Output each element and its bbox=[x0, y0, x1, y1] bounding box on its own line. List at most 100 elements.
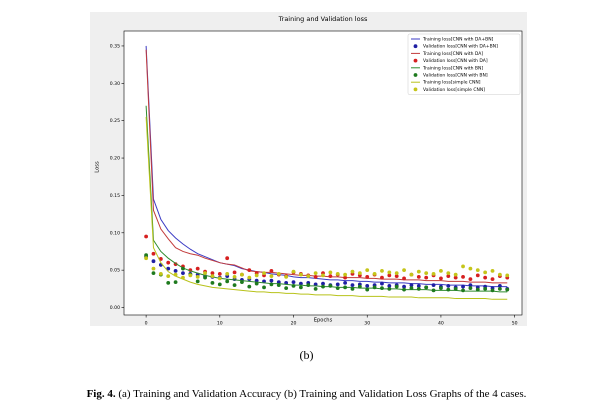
data-point-validation-loss-simple-cnn bbox=[483, 270, 488, 275]
data-point-validation-loss-cnn-with-da bbox=[424, 275, 429, 280]
subcaption: (b) bbox=[299, 348, 314, 362]
series-line-training-loss-simple-cnn bbox=[145, 116, 508, 300]
data-point-validation-loss-cnn-with-da bbox=[247, 268, 252, 273]
data-point-validation-loss-simple-cnn bbox=[505, 273, 510, 278]
data-point-validation-loss-simple-cnn bbox=[284, 274, 289, 279]
data-point-validation-loss-cnn-with-da-bn bbox=[181, 271, 185, 276]
data-point-validation-loss-cnn-with-bn bbox=[166, 280, 171, 285]
legend-label: Validation loss[CNN with BN] bbox=[423, 73, 488, 79]
legend-label: Training loss[CNN with DA+BN] bbox=[422, 37, 494, 43]
y-tick-label: 0.20 bbox=[110, 156, 120, 162]
legend-dot-swatch bbox=[413, 87, 418, 92]
data-point-validation-loss-simple-cnn bbox=[431, 271, 436, 276]
data-point-validation-loss-simple-cnn bbox=[446, 271, 451, 276]
data-point-validation-loss-cnn-with-bn bbox=[262, 285, 266, 290]
data-point-validation-loss-simple-cnn bbox=[269, 274, 274, 279]
data-point-validation-loss-cnn-with-da-bn bbox=[298, 281, 303, 286]
legend-label: Training loss[simple CNN] bbox=[422, 80, 481, 86]
series-line-training-loss-cnn-with-da bbox=[145, 49, 508, 284]
data-point-validation-loss-cnn-with-da bbox=[210, 271, 215, 276]
x-tick-label: 50 bbox=[512, 321, 518, 327]
data-point-validation-loss-cnn-with-bn bbox=[357, 284, 362, 289]
data-point-validation-loss-cnn-with-da bbox=[380, 275, 384, 280]
data-point-validation-loss-cnn-with-da-bn bbox=[166, 266, 171, 271]
data-point-validation-loss-cnn-with-bn bbox=[497, 286, 502, 291]
data-point-validation-loss-cnn-with-bn bbox=[483, 286, 488, 291]
data-point-validation-loss-simple-cnn bbox=[424, 271, 429, 276]
y-tick-label: 0.10 bbox=[110, 230, 120, 236]
figure-caption: Fig. 4. (a) Training and Validation Accu… bbox=[0, 388, 613, 400]
data-point-validation-loss-cnn-with-da-bn bbox=[409, 283, 414, 288]
data-point-validation-loss-simple-cnn bbox=[335, 271, 340, 276]
data-point-validation-loss-cnn-with-da bbox=[468, 277, 473, 282]
data-point-validation-loss-simple-cnn bbox=[291, 269, 296, 274]
y-axis-label: Loss bbox=[95, 161, 101, 173]
data-point-validation-loss-cnn-with-da bbox=[328, 274, 333, 279]
data-point-validation-loss-cnn-with-da bbox=[269, 269, 274, 273]
data-point-validation-loss-simple-cnn bbox=[380, 269, 384, 273]
legend-box bbox=[407, 33, 521, 95]
data-point-validation-loss-cnn-with-bn bbox=[232, 283, 237, 288]
series-layer bbox=[144, 45, 510, 300]
data-point-validation-loss-simple-cnn bbox=[247, 275, 252, 280]
data-point-validation-loss-simple-cnn bbox=[158, 271, 163, 276]
data-point-validation-loss-cnn-with-bn bbox=[409, 286, 414, 290]
data-point-validation-loss-cnn-with-bn bbox=[431, 288, 436, 293]
data-point-validation-loss-cnn-with-bn bbox=[475, 287, 480, 292]
data-point-validation-loss-cnn-with-da-bn bbox=[402, 284, 406, 289]
data-point-validation-loss-simple-cnn bbox=[468, 266, 473, 271]
data-point-validation-loss-simple-cnn bbox=[497, 272, 502, 277]
x-axis-label: Epochs bbox=[314, 318, 333, 324]
legend-label: Training loss[CNN with BN] bbox=[422, 65, 483, 71]
data-point-validation-loss-cnn-with-da bbox=[225, 256, 230, 261]
data-point-validation-loss-cnn-with-bn bbox=[203, 275, 207, 280]
data-point-validation-loss-simple-cnn bbox=[254, 273, 259, 278]
data-point-validation-loss-simple-cnn bbox=[475, 268, 480, 273]
x-tick-label: 10 bbox=[217, 321, 223, 327]
data-point-validation-loss-cnn-with-da bbox=[144, 234, 149, 239]
data-point-validation-loss-cnn-with-bn bbox=[195, 279, 200, 284]
data-point-validation-loss-cnn-with-da-bn bbox=[416, 283, 421, 288]
data-point-validation-loss-cnn-with-bn bbox=[276, 283, 281, 288]
data-point-validation-loss-cnn-with-da bbox=[439, 276, 443, 281]
data-point-validation-loss-cnn-with-da-bn bbox=[321, 281, 325, 286]
data-point-validation-loss-simple-cnn bbox=[387, 270, 392, 275]
data-point-validation-loss-simple-cnn bbox=[350, 269, 355, 274]
data-point-validation-loss-cnn-with-da-bn bbox=[461, 284, 465, 289]
data-point-validation-loss-simple-cnn bbox=[232, 274, 237, 279]
data-point-validation-loss-cnn-with-da-bn bbox=[173, 269, 178, 273]
data-point-validation-loss-simple-cnn bbox=[313, 271, 318, 276]
data-point-validation-loss-cnn-with-da bbox=[217, 271, 222, 276]
y-tick-label: 0.30 bbox=[110, 81, 120, 87]
data-point-validation-loss-cnn-with-da bbox=[151, 251, 156, 256]
data-point-validation-loss-cnn-with-da bbox=[166, 260, 171, 265]
data-point-validation-loss-simple-cnn bbox=[365, 268, 370, 273]
data-point-validation-loss-cnn-with-bn bbox=[254, 281, 259, 286]
figure-caption-text: (a) Training and Validation Accuracy (b)… bbox=[118, 388, 527, 400]
data-point-validation-loss-cnn-with-bn bbox=[284, 286, 289, 290]
data-point-validation-loss-cnn-with-da-bn bbox=[431, 283, 436, 288]
data-point-validation-loss-cnn-with-da-bn bbox=[380, 281, 384, 286]
data-point-validation-loss-simple-cnn bbox=[328, 270, 333, 275]
data-point-validation-loss-cnn-with-da bbox=[490, 277, 495, 282]
legend-dot-swatch bbox=[413, 44, 418, 49]
data-point-validation-loss-cnn-with-bn bbox=[468, 286, 473, 290]
data-point-validation-loss-simple-cnn bbox=[217, 276, 222, 281]
data-point-validation-loss-cnn-with-da-bn bbox=[276, 280, 281, 285]
data-point-validation-loss-simple-cnn bbox=[188, 273, 193, 278]
data-point-validation-loss-cnn-with-bn bbox=[446, 287, 451, 292]
data-point-validation-loss-cnn-with-da bbox=[394, 274, 399, 279]
data-point-validation-loss-cnn-with-bn bbox=[439, 286, 443, 290]
data-point-validation-loss-cnn-with-da bbox=[483, 275, 488, 280]
data-point-validation-loss-cnn-with-bn bbox=[269, 282, 274, 287]
data-point-validation-loss-cnn-with-da-bn bbox=[151, 259, 156, 264]
data-point-validation-loss-simple-cnn bbox=[144, 256, 149, 261]
data-point-validation-loss-cnn-with-da-bn bbox=[269, 278, 274, 283]
legend-label: Validation loss[CNN with DA+BN] bbox=[423, 44, 498, 50]
data-point-validation-loss-simple-cnn bbox=[306, 274, 311, 279]
data-point-validation-loss-cnn-with-da bbox=[313, 274, 318, 279]
data-point-validation-loss-simple-cnn bbox=[276, 271, 281, 276]
data-point-validation-loss-cnn-with-da-bn bbox=[497, 283, 502, 288]
data-point-validation-loss-simple-cnn bbox=[321, 273, 325, 278]
y-tick-label: 0.00 bbox=[110, 305, 120, 311]
